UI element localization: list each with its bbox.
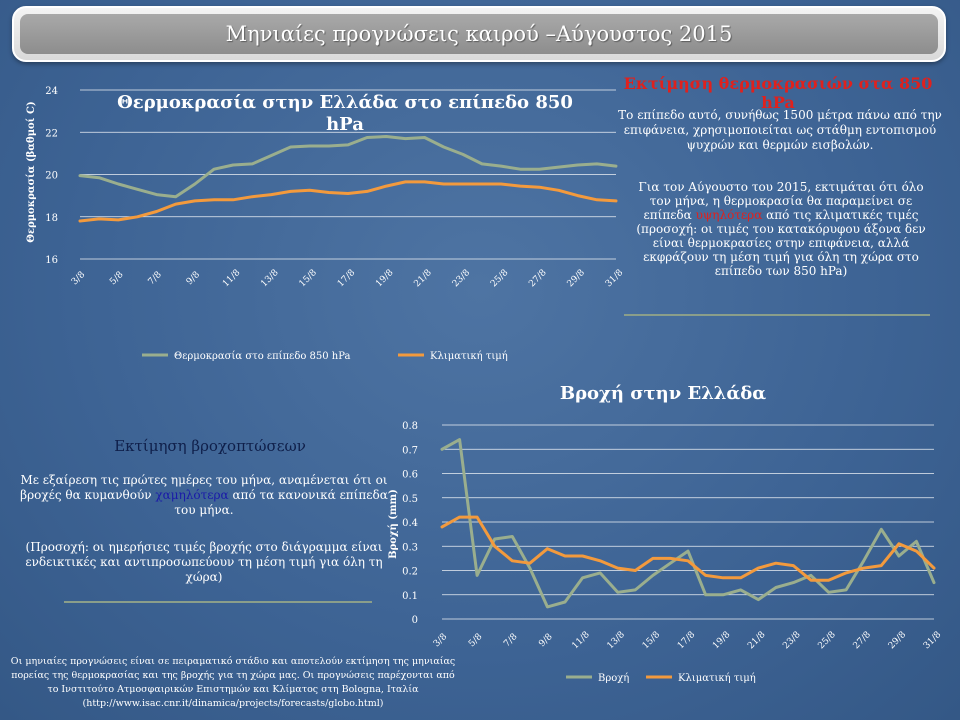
x-tick-label: 31/8: [922, 630, 944, 652]
legend-label: Κλιματική τιμή: [430, 351, 508, 362]
x-tick-label: 17/8: [336, 268, 358, 290]
temp-text-2a: Για τον Αύγουστο του 2015, εκτιμάται ότι…: [638, 180, 924, 222]
rain-text-1c: από τα κανονικά επίπεδα του μήνα.: [174, 488, 388, 517]
temp-text-2c: από τις κλιματικές τιμές: [766, 208, 919, 222]
x-tick-label: 21/8: [412, 268, 434, 290]
temp-text-2d: (προσοχή: οι τιμές του κατακόρυφου άξονα…: [636, 222, 926, 278]
y-tick-label: 24: [45, 86, 58, 97]
x-tick-label: 19/8: [374, 268, 396, 290]
y-tick-label: 0.5: [402, 494, 418, 505]
x-tick-label: 31/8: [604, 268, 626, 290]
x-tick-label: 25/8: [816, 630, 838, 652]
x-tick-label: 27/8: [527, 268, 549, 290]
chart-title: Βροχή στην Ελλάδα: [560, 383, 766, 404]
rain-text-1b-highlight: χαμηλότερα: [155, 488, 229, 502]
x-tick-label: 13/8: [606, 630, 628, 652]
temp-text-2b-highlight: υψηλότερα: [695, 208, 763, 222]
chart-title: Θερμοκρασία στην Ελλάδα στο επίπεδο 850 h…: [117, 92, 573, 135]
x-tick-label: 13/8: [259, 268, 281, 290]
rain-panel-text-1: Με εξαίρεση τις πρώτες ημέρες του μήνα, …: [18, 473, 390, 518]
legend-label: Κλιματική τιμή: [678, 673, 756, 684]
y-tick-label: 0.2: [402, 567, 418, 578]
y-tick-label: 0.3: [402, 542, 418, 553]
temp-panel-text-2: Για τον Αύγουστο του 2015, εκτιμάται ότι…: [626, 180, 936, 278]
x-tick-label: 23/8: [781, 630, 803, 652]
y-tick-label: 0.8: [402, 421, 418, 432]
temp-panel-divider: [624, 314, 930, 316]
x-tick-label: 9/8: [537, 632, 555, 650]
y-tick-label: 20: [45, 171, 58, 182]
legend-label: Θερμοκρασία στο επίπεδο 850 hPa: [174, 351, 351, 362]
y-tick-label: 22: [45, 128, 58, 139]
x-tick-label: 3/8: [70, 270, 88, 288]
footer-note: Οι μηνιαίες προγνώσεις είναι σε πειραματ…: [10, 656, 456, 709]
chart-title-line: hPa: [326, 114, 364, 135]
y-axis-label: Βροχή (mm): [388, 489, 399, 559]
x-tick-label: 11/8: [570, 630, 592, 652]
x-tick-label: 5/8: [467, 632, 485, 650]
y-axis-label: Θερμοκρασία (βαθμοί C): [26, 101, 37, 242]
header-title: Μηνιαίες προγνώσεις καιρού –Αύγουστος 20…: [20, 14, 938, 54]
x-tick-label: 15/8: [298, 268, 320, 290]
x-tick-label: 21/8: [746, 630, 768, 652]
x-tick-label: 5/8: [108, 270, 126, 288]
header-banner: Μηνιαίες προγνώσεις καιρού –Αύγουστος 20…: [12, 6, 946, 62]
x-tick-label: 19/8: [711, 630, 733, 652]
chart-title-line: Θερμοκρασία στην Ελλάδα στο επίπεδο 850: [117, 92, 573, 113]
x-tick-label: 29/8: [566, 268, 588, 290]
rain-panel-heading: Εκτίμηση βροχοπτώσεων: [114, 437, 306, 455]
x-tick-label: 29/8: [887, 630, 909, 652]
x-tick-label: 7/8: [147, 270, 165, 288]
temp-panel-heading: Εκτίμηση θερμοκρασιών στα 850 hPa: [623, 74, 933, 112]
x-tick-label: 7/8: [502, 632, 520, 650]
x-tick-label: 23/8: [451, 268, 473, 290]
x-tick-label: 25/8: [489, 268, 511, 290]
x-tick-label: 11/8: [221, 268, 243, 290]
rain-text-1a: Με εξαίρεση τις πρώτες ημέρες του μήνα, …: [20, 473, 388, 502]
temp-panel-text-1: Το επίπεδο αυτό, συνήθως 1500 μέτρα πάνω…: [618, 108, 942, 152]
x-tick-label: 9/8: [185, 270, 203, 288]
legend-label: Βροχή: [598, 673, 629, 684]
x-tick-label: 27/8: [852, 630, 874, 652]
chart-1: 16 18 20 22 24 3/8 5/8 7/8 9/8 11/8 13/8 15/8 17/8 19…: [26, 86, 625, 362]
y-tick-label: 0.1: [402, 591, 418, 602]
y-tick-label: 18: [45, 213, 58, 224]
rain-panel-text-2: (Προσοχή: οι ημερήσιες τιμές βροχής στο …: [25, 540, 383, 584]
series-line-climate: [440, 515, 936, 582]
y-tick-label: 0.7: [402, 445, 418, 456]
x-tick-label: 17/8: [676, 630, 698, 652]
y-tick-label: 0: [412, 615, 418, 626]
series-line-main: [78, 135, 618, 199]
x-tick-label: 3/8: [432, 632, 450, 650]
chart-2: 0 0.1 0.2 0.3 0.4 0.5 0.6 0.7 0.8 3/8 5/8 7/8 9/8 11/…: [388, 383, 943, 684]
x-tick-label: 15/8: [641, 630, 663, 652]
y-tick-label: 0.6: [402, 470, 418, 481]
y-tick-label: 0.4: [402, 518, 418, 529]
rain-panel-divider: [64, 601, 372, 603]
series-line-climate: [78, 180, 618, 223]
y-tick-label: 16: [45, 255, 58, 266]
series-line-main: [440, 438, 936, 609]
